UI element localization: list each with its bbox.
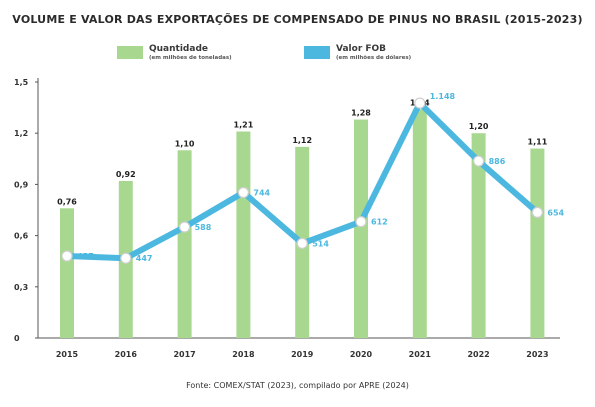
line-data-label: 447 bbox=[136, 254, 153, 263]
line-point-valor-fob bbox=[120, 252, 132, 264]
x-tick-label: 2016 bbox=[115, 350, 138, 359]
y-tick-label: 0,6 bbox=[14, 232, 29, 241]
bar-quantidade bbox=[177, 150, 192, 338]
x-tick-label: 2019 bbox=[291, 350, 314, 359]
legend-swatch-valor-fob bbox=[304, 46, 330, 59]
line-data-label: 744 bbox=[253, 188, 270, 197]
line-point-valor-fob bbox=[473, 155, 485, 167]
bar-data-label: 1,28 bbox=[351, 109, 371, 118]
x-tick-label: 2017 bbox=[173, 350, 195, 359]
bar-quantidade bbox=[412, 109, 427, 338]
bar-quantidade bbox=[236, 131, 251, 338]
bar-data-label: 1,12 bbox=[292, 136, 312, 145]
bar-data-label: 0,76 bbox=[57, 197, 77, 206]
line-data-label: 886 bbox=[489, 157, 506, 166]
x-tick-label: 2020 bbox=[350, 350, 373, 359]
legend-sublabel-valor-fob: (em milhões de dólares) bbox=[336, 55, 412, 61]
legend-swatch-quantidade bbox=[117, 46, 143, 59]
bar-quantidade bbox=[60, 208, 74, 338]
bar-quantidade bbox=[530, 148, 545, 338]
legend-sublabel-quantidade: (em milhões de toneladas) bbox=[149, 55, 232, 61]
x-tick-label: 2015 bbox=[56, 350, 79, 359]
y-tick-label: 1,2 bbox=[14, 129, 28, 138]
bar-quantidade bbox=[354, 119, 368, 339]
line-point-valor-fob bbox=[179, 221, 191, 233]
legend-label-quantidade: Quantidade bbox=[149, 44, 208, 54]
y-tick-label: 1,5 bbox=[14, 78, 29, 87]
x-tick-label: 2023 bbox=[526, 350, 548, 359]
line-data-label: 612 bbox=[371, 218, 388, 227]
line-data-label: 654 bbox=[547, 208, 564, 217]
y-tick-label: 0,3 bbox=[14, 283, 28, 292]
line-data-label: 514 bbox=[312, 239, 329, 248]
y-tick-label: 0 bbox=[14, 334, 20, 343]
bar-data-label: 1,20 bbox=[469, 122, 489, 131]
y-tick-label: 0,9 bbox=[14, 180, 29, 189]
line-point-valor-fob bbox=[296, 237, 308, 249]
line-data-label: 1.148 bbox=[430, 92, 456, 101]
line-data-label: 457 bbox=[77, 252, 94, 261]
chart-source: Fonte: COMEX/STAT (2023), compilado por … bbox=[186, 381, 409, 390]
bar-data-label: 1,10 bbox=[175, 139, 195, 148]
line-point-valor-fob bbox=[414, 97, 426, 109]
x-tick-label: 2022 bbox=[467, 350, 489, 359]
chart-title: VOLUME E VALOR DAS EXPORTAÇÕES DE COMPEN… bbox=[12, 13, 583, 26]
line-point-valor-fob bbox=[237, 186, 249, 199]
bar-data-label: 0,92 bbox=[116, 170, 136, 179]
legend-label-valor-fob: Valor FOB bbox=[336, 44, 387, 54]
line-point-valor-fob bbox=[531, 206, 544, 219]
line-data-label: 588 bbox=[195, 223, 212, 232]
x-tick-label: 2018 bbox=[232, 350, 255, 359]
bar-data-label: 1,11 bbox=[528, 138, 548, 147]
bar-quantidade bbox=[471, 133, 486, 338]
bar-data-label: 1,21 bbox=[234, 120, 254, 129]
line-point-valor-fob bbox=[355, 216, 367, 228]
line-point-valor-fob bbox=[61, 250, 73, 262]
x-tick-label: 2021 bbox=[409, 350, 432, 359]
